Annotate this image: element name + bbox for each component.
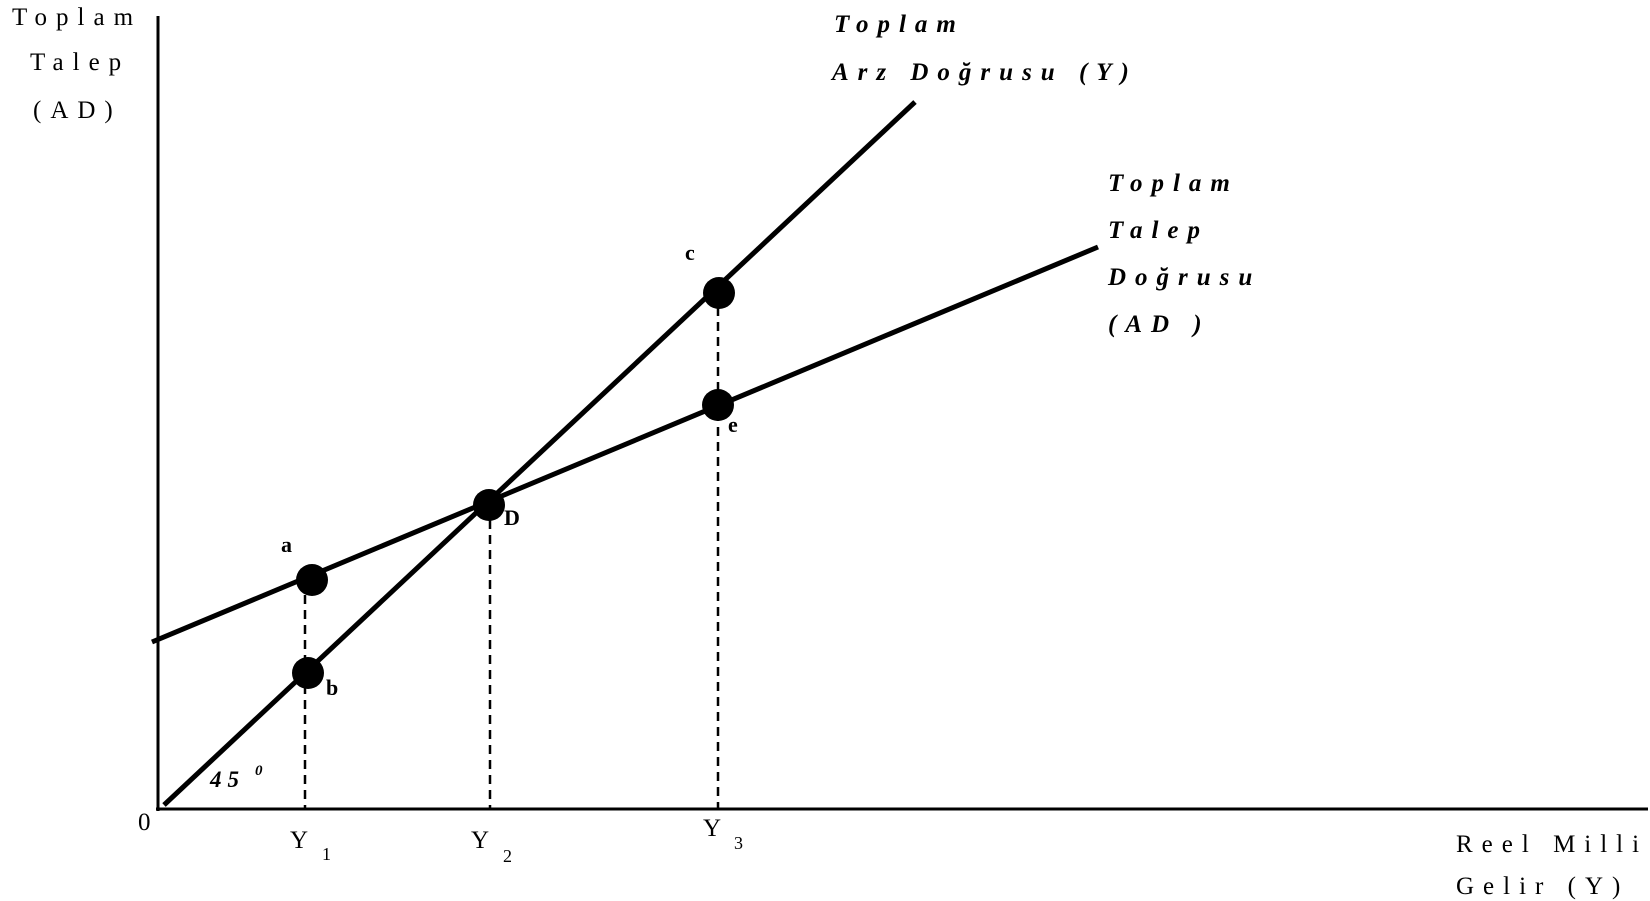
demand-line-label-line4: (AD ) (1108, 311, 1211, 338)
point-e (702, 389, 734, 421)
supply-line-label-line1: Toplam (834, 11, 965, 38)
supply-line-label-line2: Arz Doğrusu (Y) (830, 59, 1138, 86)
x-tick-y3-subscript: 3 (734, 833, 743, 853)
x-axis-label-line1: Reel Milli (1456, 831, 1648, 858)
x-tick-y2: Y (471, 827, 489, 854)
aggregate-demand-line (151, 244, 1099, 645)
x-tick-y3: Y (703, 815, 721, 842)
point-d (473, 489, 505, 521)
point-c (703, 277, 735, 309)
point-e-label: e (728, 412, 738, 437)
demand-line-label-line2: Talep (1108, 217, 1209, 244)
x-tick-y1: Y (290, 827, 308, 854)
y-axis-label-line2: Talep (30, 49, 130, 76)
angle-label-superscript: 0 (255, 763, 263, 779)
demand-line-label-line3: Doğrusu (1107, 264, 1261, 291)
angle-label: 45 (209, 767, 245, 792)
demand-line-label-line1: Toplam (1108, 170, 1239, 197)
aggregate-supply-line (162, 100, 917, 807)
x-tick-y2-subscript: 2 (503, 846, 512, 866)
point-a-label: a (281, 532, 292, 557)
x-axis-label-line2: Gelir (Y) (1456, 873, 1629, 900)
point-b-label: b (326, 675, 338, 700)
y-axis-label-line3: (AD) (33, 97, 122, 124)
point-a (296, 564, 328, 596)
y-axis-label-line1: Toplam (12, 4, 142, 31)
point-d-label: D (504, 505, 520, 530)
point-b (292, 657, 324, 689)
origin-label: 0 (138, 809, 151, 836)
point-c-label: c (685, 240, 695, 265)
x-tick-y1-subscript: 1 (322, 844, 331, 864)
